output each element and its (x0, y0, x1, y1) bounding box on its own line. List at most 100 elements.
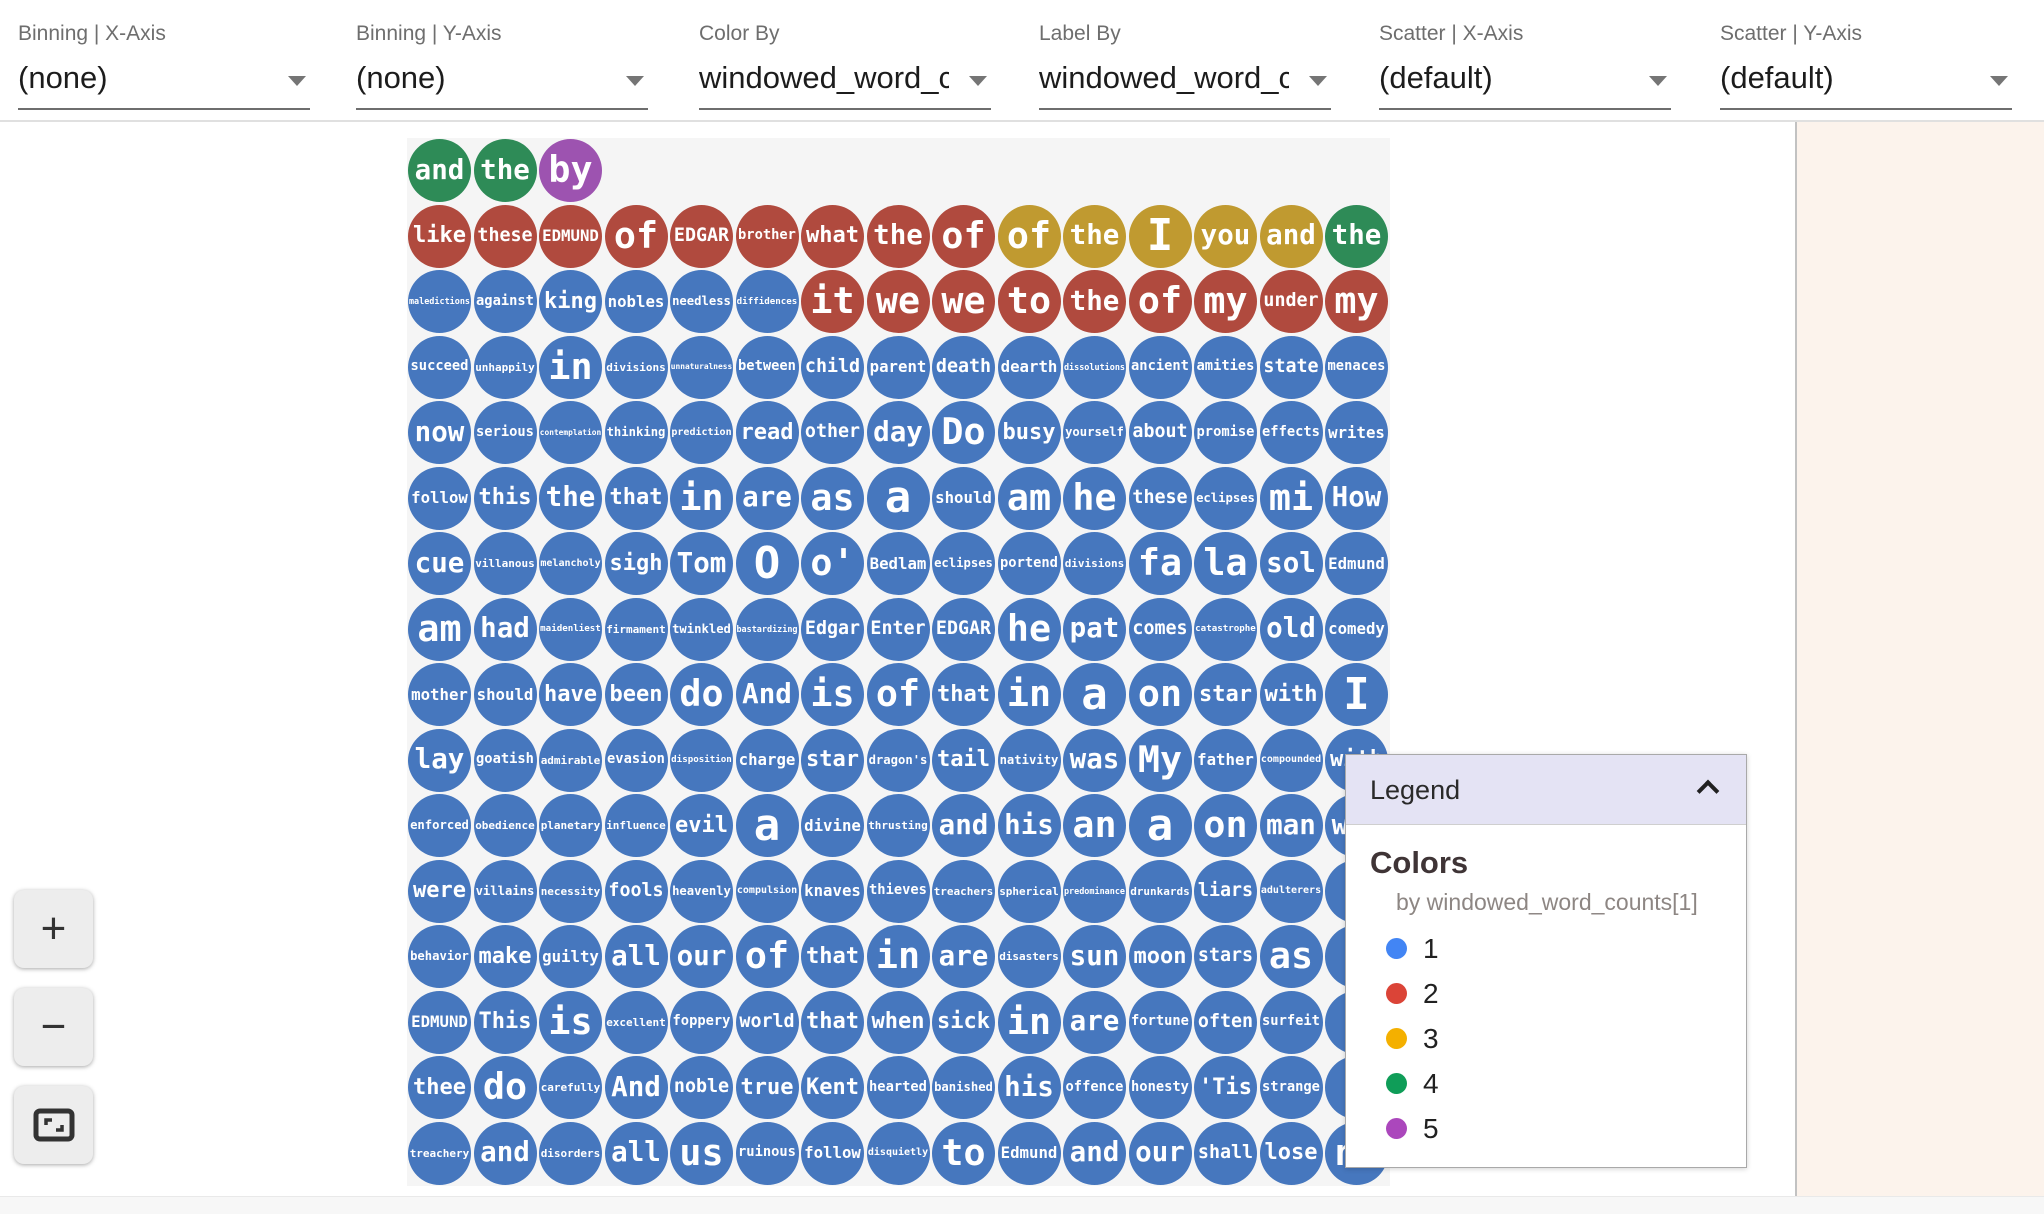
word-bubble[interactable]: carefully (539, 1056, 602, 1119)
word-bubble[interactable]: eclipses (932, 532, 995, 595)
color-by-select[interactable]: windowed_word_counts[1] (699, 52, 991, 110)
word-bubble[interactable]: divisions (1063, 532, 1126, 595)
word-bubble[interactable]: we (866, 270, 930, 333)
word-bubble[interactable]: menaces (1325, 335, 1388, 399)
word-bubble[interactable]: star (801, 728, 864, 792)
word-bubble[interactable]: as (1259, 925, 1323, 988)
word-bubble[interactable]: stars (1194, 925, 1257, 988)
word-bubble[interactable]: strange (1259, 1056, 1323, 1119)
word-bubble[interactable]: comedy (1325, 597, 1388, 661)
binning-y-axis-select[interactable]: (none) (356, 52, 648, 110)
word-bubble[interactable]: Tom (670, 532, 733, 595)
word-bubble[interactable]: is (539, 990, 602, 1054)
word-bubble[interactable]: a (1063, 663, 1126, 726)
word-bubble[interactable]: villanous (473, 532, 537, 595)
word-bubble[interactable]: promise (1194, 401, 1257, 464)
word-bubble[interactable]: comes (1128, 597, 1192, 661)
word-bubble[interactable]: Edmund (997, 1121, 1061, 1185)
word-bubble[interactable]: do (670, 663, 733, 726)
word-bubble[interactable]: this (473, 466, 537, 530)
word-bubble[interactable]: are (932, 925, 995, 988)
word-bubble[interactable]: death (932, 335, 995, 399)
word-bubble[interactable]: the (473, 139, 537, 202)
word-bubble[interactable]: drunkards (1128, 859, 1192, 923)
word-bubble[interactable]: and (1259, 204, 1323, 268)
word-bubble[interactable]: disasters (997, 925, 1061, 988)
word-bubble[interactable]: what (801, 204, 864, 268)
word-bubble[interactable]: divine (801, 794, 864, 857)
word-bubble[interactable]: and (932, 794, 995, 857)
binning-x-axis-select[interactable]: (none) (18, 52, 310, 110)
word-bubble[interactable]: behavior (408, 925, 471, 988)
word-bubble[interactable]: Edmund (1325, 532, 1388, 595)
word-bubble[interactable]: these (1128, 466, 1192, 530)
word-bubble[interactable]: an (1063, 794, 1126, 857)
word-bubble[interactable]: goatish (473, 728, 537, 792)
word-bubble[interactable]: tail (932, 728, 995, 792)
word-bubble[interactable]: he (997, 597, 1061, 661)
word-bubble[interactable]: la (1194, 532, 1257, 595)
word-bubble[interactable]: the (1063, 204, 1126, 268)
chevron-down-icon[interactable] (288, 76, 306, 86)
word-bubble[interactable]: diffidences (735, 270, 799, 333)
word-bubble[interactable]: in (866, 925, 930, 988)
word-bubble[interactable]: day (866, 401, 930, 464)
word-bubble[interactable]: 'Tis (1194, 1056, 1257, 1119)
word-bubble[interactable]: against (473, 270, 537, 333)
word-bubble[interactable]: world (735, 990, 799, 1054)
word-bubble[interactable]: sick (932, 990, 995, 1054)
word-bubble[interactable]: enforced (408, 794, 471, 857)
word-bubble[interactable]: This (473, 990, 537, 1054)
word-bubble[interactable]: it (801, 270, 864, 333)
word-bubble[interactable]: disorders (539, 1121, 602, 1185)
word-bubble[interactable]: bastardizing (735, 597, 799, 661)
word-bubble[interactable]: thee (408, 1056, 471, 1119)
word-bubble[interactable]: our (1128, 1121, 1192, 1185)
word-bubble[interactable]: of (932, 204, 995, 268)
word-bubble[interactable]: father (1194, 728, 1257, 792)
word-bubble[interactable]: villains (473, 859, 537, 923)
word-bubble[interactable]: he (1063, 466, 1126, 530)
word-bubble[interactable]: EDMUND (539, 204, 602, 268)
word-bubble[interactable]: influence (604, 794, 668, 857)
word-bubble[interactable]: unnaturalness (670, 335, 733, 399)
word-bubble[interactable]: we (932, 270, 995, 333)
word-bubble[interactable]: treachery (408, 1121, 471, 1185)
word-bubble[interactable]: brother (735, 204, 799, 268)
word-bubble[interactable]: I (1325, 663, 1388, 726)
word-bubble[interactable]: evil (670, 794, 733, 857)
word-bubble[interactable]: EDMUND (408, 990, 471, 1054)
word-bubble[interactable]: evasion (604, 728, 668, 792)
word-bubble[interactable]: How (1325, 466, 1388, 530)
word-bubble[interactable]: should (932, 466, 995, 530)
word-bubble[interactable]: the (1063, 270, 1126, 333)
word-bubble[interactable]: planetary (539, 794, 602, 857)
chevron-down-icon[interactable] (1990, 76, 2008, 86)
word-bubble[interactable]: maidenliest (539, 597, 602, 661)
word-bubble[interactable]: sol (1259, 532, 1323, 595)
word-bubble[interactable]: you (1194, 204, 1257, 268)
word-bubble[interactable]: twinkled (670, 597, 733, 661)
word-bubble[interactable]: are (1063, 990, 1126, 1054)
word-bubble[interactable]: Bedlam (866, 532, 930, 595)
word-bubble[interactable]: had (473, 597, 537, 661)
visualization-canvas[interactable]: and the by like these EDMUND of EDGAR brother wha… (407, 138, 1390, 1186)
word-bubble[interactable]: have (539, 663, 602, 726)
word-bubble[interactable]: And (604, 1056, 668, 1119)
word-bubble[interactable]: are (735, 466, 799, 530)
word-bubble[interactable]: effects (1259, 401, 1323, 464)
word-bubble[interactable]: catastrophe (1194, 597, 1257, 661)
word-bubble[interactable]: his (997, 794, 1061, 857)
word-bubble[interactable]: these (473, 204, 537, 268)
word-bubble[interactable]: My (1128, 728, 1192, 792)
word-bubble[interactable]: dragon's (866, 728, 930, 792)
word-bubble[interactable]: excellent (604, 990, 668, 1054)
word-bubble[interactable]: thrusting (866, 794, 930, 857)
word-bubble[interactable]: hearted (866, 1056, 930, 1119)
word-bubble[interactable]: other (801, 401, 864, 464)
word-bubble[interactable]: o' (801, 532, 864, 595)
word-bubble[interactable]: succeed (408, 335, 471, 399)
word-bubble[interactable]: on (1128, 663, 1192, 726)
word-bubble[interactable]: ancient (1128, 335, 1192, 399)
word-bubble[interactable]: as (801, 466, 864, 530)
